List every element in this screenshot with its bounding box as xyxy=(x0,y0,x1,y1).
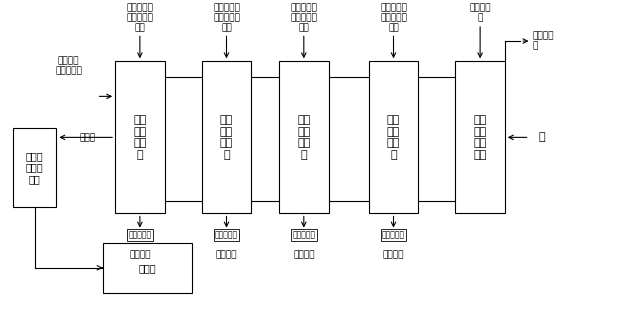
Bar xyxy=(13,128,56,207)
Text: 氯化氢溶液: 氯化氢溶液 xyxy=(382,231,405,240)
Text: 三氯化磷
氯化氢溶液: 三氯化磷 氯化氢溶液 xyxy=(55,56,82,75)
Bar xyxy=(455,61,505,213)
Bar xyxy=(115,61,165,213)
Text: 氯化氢溶液: 氯化氢溶液 xyxy=(128,231,151,240)
Text: 气态三氧化
磷、气态氯
化氢: 气态三氧化 磷、气态氯 化氢 xyxy=(290,4,317,32)
Text: 第二
级反
应容
器: 第二 级反 应容 器 xyxy=(220,115,233,160)
Text: 冷却、
除杂、
干燥: 冷却、 除杂、 干燥 xyxy=(26,151,43,184)
Text: 、亚磷酸: 、亚磷酸 xyxy=(293,251,314,260)
Text: 、亚磷酸: 、亚磷酸 xyxy=(216,251,237,260)
Text: 气态三氧化
磷、气态氯
化氢: 气态三氧化 磷、气态氯 化氢 xyxy=(213,4,240,32)
Text: 第三
级反
应容
器: 第三 级反 应容 器 xyxy=(297,115,311,160)
Text: 、亚磷酸: 、亚磷酸 xyxy=(129,251,151,260)
Text: 水: 水 xyxy=(539,132,546,142)
Text: 气态三氧化
磷、气态氯
化氢: 气态三氧化 磷、气态氯 化氢 xyxy=(380,4,407,32)
Bar xyxy=(279,61,329,213)
Text: 气态氯化
氢: 气态氯化 氢 xyxy=(533,32,554,51)
Bar xyxy=(369,61,418,213)
Text: 氯化氢溶液: 氯化氢溶液 xyxy=(292,231,316,240)
Text: 气态三氧化
磷、气态氯
化氢: 气态三氧化 磷、气态氯 化氢 xyxy=(126,4,153,32)
Text: 第一
级反
应容
器: 第一 级反 应容 器 xyxy=(133,115,146,160)
Text: 亚磷酸: 亚磷酸 xyxy=(79,133,95,142)
Bar xyxy=(202,61,251,213)
Text: 氯化氢溶液: 氯化氢溶液 xyxy=(215,231,238,240)
Text: 成品罐: 成品罐 xyxy=(139,263,156,273)
Text: 气态氯化
氢: 气态氯化 氢 xyxy=(469,4,491,22)
Bar xyxy=(103,243,192,293)
Text: 、亚磷酸: 、亚磷酸 xyxy=(383,251,404,260)
Text: 最后
一级
反应
容器: 最后 一级 反应 容器 xyxy=(474,115,487,160)
Text: 第四
级反
应容
器: 第四 级反 应容 器 xyxy=(387,115,400,160)
